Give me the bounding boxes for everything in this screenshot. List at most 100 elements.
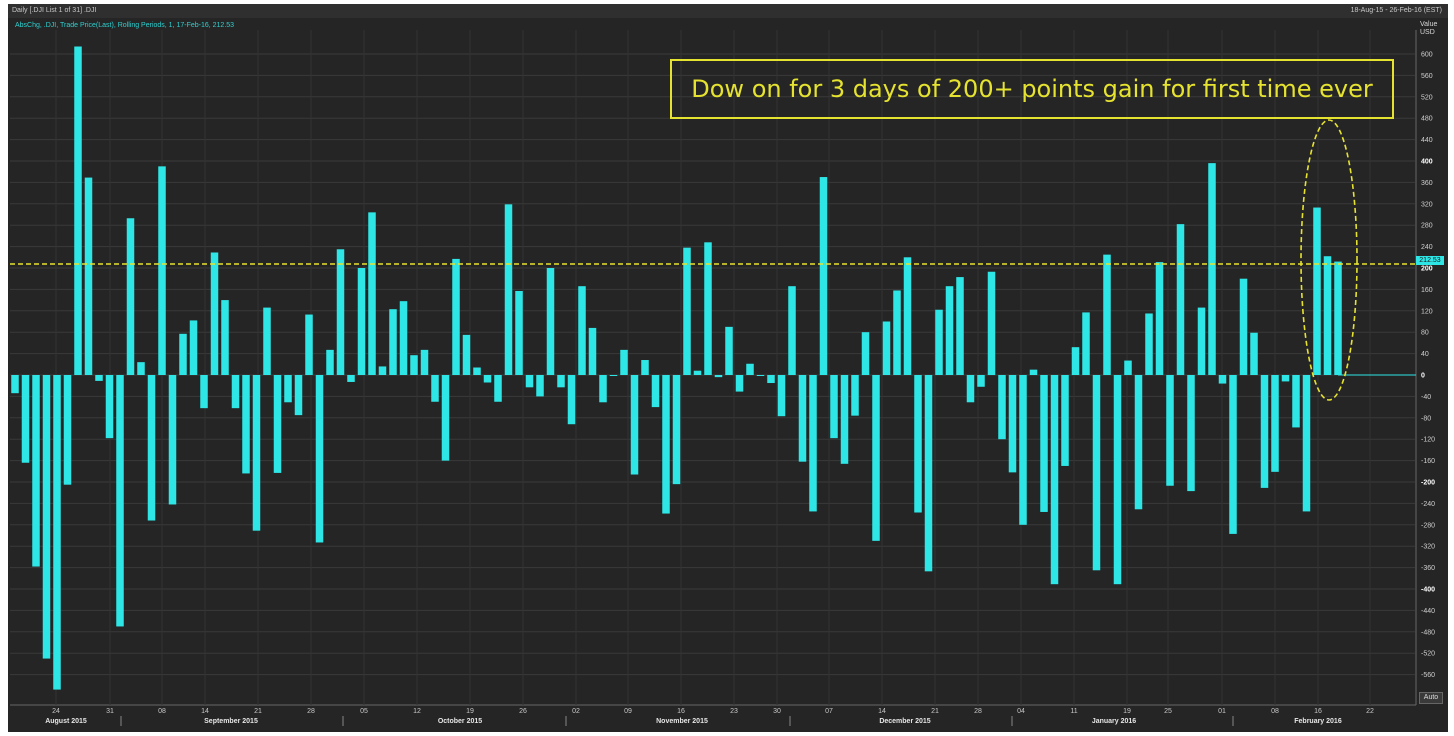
bar <box>378 366 387 375</box>
bar <box>1124 360 1132 376</box>
x-tick-label: 16 <box>1314 708 1322 715</box>
bar <box>179 333 187 376</box>
x-tick-label: 24 <box>52 708 60 715</box>
y-tick-label: 560 <box>1421 73 1433 80</box>
x-month-label: September 2015 <box>204 718 258 725</box>
bar <box>473 367 481 375</box>
value-axis-unit: USD <box>1420 29 1435 36</box>
y-tick-label: 120 <box>1421 308 1433 315</box>
x-tick-label: 04 <box>1017 708 1025 715</box>
bar <box>588 327 597 375</box>
bar <box>893 290 901 375</box>
y-tick-label: 600 <box>1421 52 1433 59</box>
y-tick-label: 160 <box>1421 287 1433 294</box>
chart-date-range[interactable]: 18-Aug-15 - 26-Feb-16 (EST) <box>1350 7 1442 14</box>
x-tick-label: 19 <box>1123 708 1131 715</box>
bar <box>294 375 303 416</box>
bar <box>998 375 1006 440</box>
bar <box>1229 375 1237 534</box>
x-tick-label: 31 <box>106 708 114 715</box>
x-tick-label: 12 <box>413 708 421 715</box>
y-tick-label: -320 <box>1421 544 1435 551</box>
bar <box>53 375 61 690</box>
x-tick-label: 21 <box>254 708 262 715</box>
bar <box>966 375 975 403</box>
bar <box>420 349 429 376</box>
bar <box>347 375 355 382</box>
auto-scale-button[interactable]: Auto <box>1419 692 1443 704</box>
bar <box>536 375 544 397</box>
bar <box>1071 347 1080 375</box>
y-tick-label: -360 <box>1421 565 1435 572</box>
bar <box>326 349 334 376</box>
bar <box>1208 163 1216 375</box>
bar <box>1292 375 1300 428</box>
bar <box>1050 375 1059 585</box>
bar <box>809 375 817 512</box>
chart-instrument-label[interactable]: Daily [.DJI List 1 of 31] .DJI <box>12 7 97 14</box>
bar <box>252 375 261 531</box>
bar <box>924 375 933 572</box>
bar <box>714 375 723 378</box>
bar <box>1040 375 1048 512</box>
bar <box>546 268 555 375</box>
bar <box>903 257 912 375</box>
bar <box>935 309 943 375</box>
y-tick-label: 360 <box>1421 180 1433 187</box>
bar <box>389 309 397 375</box>
bar <box>1313 207 1321 375</box>
x-month-label: August 2015 <box>45 718 87 725</box>
y-tick-label: -160 <box>1421 458 1435 465</box>
x-month-label: February 2016 <box>1294 718 1342 725</box>
y-tick-label: 320 <box>1421 201 1433 208</box>
x-tick-label: 19 <box>466 708 474 715</box>
bar <box>284 375 292 403</box>
x-tick-label: 25 <box>1164 708 1172 715</box>
bar <box>1103 254 1111 376</box>
bar <box>242 375 250 474</box>
bar <box>168 375 177 505</box>
bar <box>767 375 775 384</box>
x-tick-label: 14 <box>878 708 886 715</box>
bar <box>840 375 849 464</box>
bar <box>368 212 376 375</box>
bar <box>210 252 219 376</box>
highlight-ellipse <box>1300 119 1358 401</box>
bar <box>1145 313 1153 376</box>
bar <box>263 307 271 375</box>
y-tick-label: 480 <box>1421 116 1433 123</box>
bar <box>336 249 345 375</box>
y-tick-label: 440 <box>1421 137 1433 144</box>
bar <box>95 375 103 381</box>
y-tick-label: -520 <box>1421 651 1435 658</box>
bar <box>483 375 492 383</box>
bar <box>872 375 880 541</box>
bar <box>599 375 607 403</box>
bar <box>189 320 198 375</box>
bar <box>1019 375 1027 525</box>
bar <box>1166 375 1174 486</box>
bar <box>357 268 366 375</box>
x-tick-label: 14 <box>201 708 209 715</box>
y-tick-label: -480 <box>1421 629 1435 636</box>
bar <box>641 360 649 375</box>
bar <box>1082 312 1090 375</box>
x-month-label: October 2015 <box>438 718 482 725</box>
x-tick-label: 08 <box>1271 708 1279 715</box>
x-tick-label: 11 <box>1070 708 1077 715</box>
bar <box>1029 369 1038 375</box>
y-tick-label: -200 <box>1421 480 1435 487</box>
x-tick-label: 23 <box>730 708 738 715</box>
bar <box>1197 307 1206 375</box>
y-tick-label: 520 <box>1421 94 1433 101</box>
bar <box>315 375 324 543</box>
bar <box>851 375 859 416</box>
x-tick-label: 07 <box>825 708 833 715</box>
bar <box>914 375 922 513</box>
bar <box>1250 332 1258 376</box>
bar <box>221 300 229 375</box>
bar <box>1334 261 1342 375</box>
bar <box>861 332 870 375</box>
y-tick-label: 0 <box>1421 373 1425 380</box>
